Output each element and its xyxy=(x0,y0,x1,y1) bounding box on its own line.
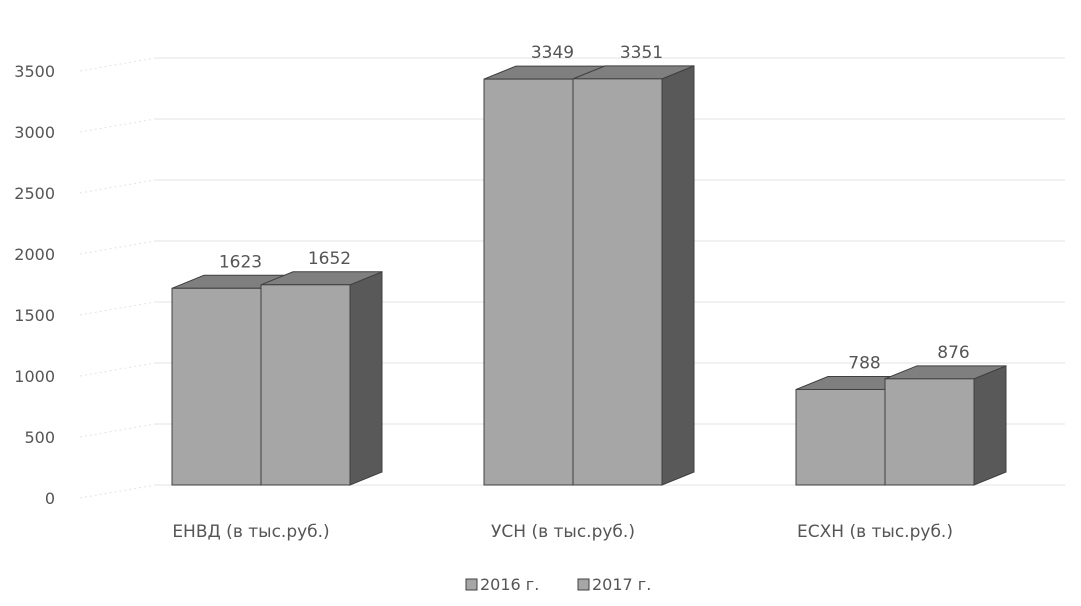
category-label: ЕСХН (в тыс.руб.) xyxy=(797,522,953,542)
y-tick-label: 0 xyxy=(45,489,55,508)
y-tick-label: 3500 xyxy=(14,62,55,81)
legend: 2016 г. 2017 г. xyxy=(465,575,651,594)
data-label: 1623 xyxy=(219,252,262,272)
gridline-depth xyxy=(79,301,156,316)
gridline-depth xyxy=(79,362,156,377)
gridline-depth xyxy=(79,57,156,72)
x-axis: ЕНВД (в тыс.руб.) УСН (в тыс.руб.) ЕСХН (в… xyxy=(172,522,953,542)
bar-side xyxy=(661,65,695,486)
y-tick-label: 3000 xyxy=(14,123,55,142)
data-labels: 1623 1652 3349 3351 788 876 xyxy=(219,43,970,374)
y-tick-label: 2500 xyxy=(14,184,55,203)
y-axis: 0 500 1000 1500 2000 2500 3000 3500 xyxy=(14,62,55,508)
data-label: 3351 xyxy=(620,43,663,63)
bar-front xyxy=(884,378,975,486)
y-tick-label: 500 xyxy=(24,428,55,447)
bar-front xyxy=(171,287,262,486)
legend-label: 2016 г. xyxy=(480,575,539,594)
gridline-depth xyxy=(79,118,156,133)
legend-label: 2017 г. xyxy=(592,575,651,594)
legend-swatch xyxy=(577,578,590,591)
bar-front xyxy=(260,284,351,486)
legend-swatch xyxy=(465,578,478,591)
y-tick-label: 1500 xyxy=(14,306,55,325)
data-label: 1652 xyxy=(308,249,351,269)
bar-front xyxy=(572,78,663,486)
gridline-depth xyxy=(79,484,156,499)
bars xyxy=(171,65,1007,486)
data-label: 876 xyxy=(937,343,969,363)
bar xyxy=(260,271,383,486)
y-tick-label: 2000 xyxy=(14,245,55,264)
gridline-depth xyxy=(79,240,156,255)
gridline-depth xyxy=(79,179,156,194)
bar-front xyxy=(795,388,886,486)
bar-side xyxy=(349,271,383,486)
gridline-depth xyxy=(79,423,156,438)
bar-front xyxy=(483,78,574,486)
data-label: 3349 xyxy=(531,43,574,63)
category-label: УСН (в тыс.руб.) xyxy=(491,522,635,542)
bar xyxy=(884,365,1007,486)
data-label: 788 xyxy=(848,353,880,373)
bar-side xyxy=(973,365,1007,486)
category-label: ЕНВД (в тыс.руб.) xyxy=(172,522,329,542)
y-tick-label: 1000 xyxy=(14,367,55,386)
bar xyxy=(572,65,695,486)
